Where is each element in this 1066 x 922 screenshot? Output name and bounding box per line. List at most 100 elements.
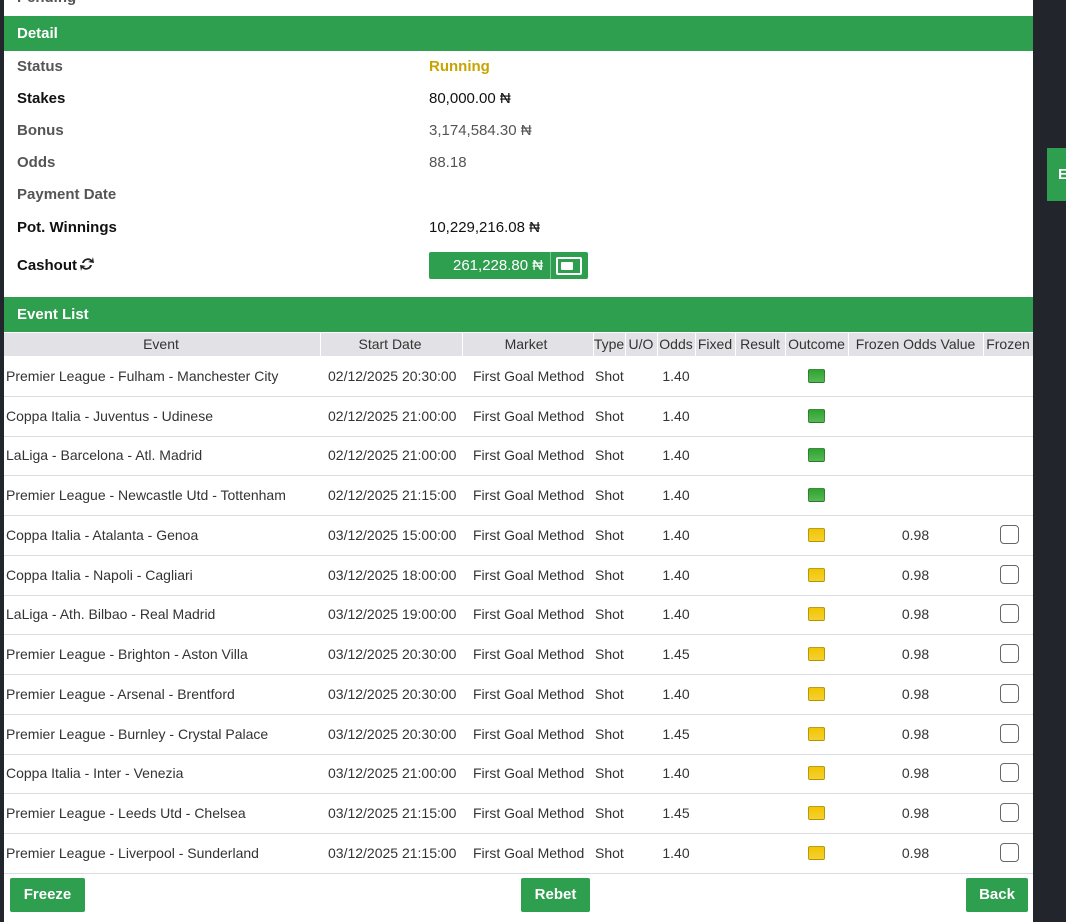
column-divider bbox=[657, 333, 658, 356]
outcome-icon bbox=[808, 845, 825, 860]
frozen-checkbox[interactable] bbox=[1000, 683, 1019, 703]
action-button[interactable]: Back bbox=[966, 878, 1028, 912]
column-divider bbox=[593, 333, 594, 356]
row-separator bbox=[4, 793, 1033, 795]
action-button[interactable]: Freeze bbox=[10, 878, 85, 912]
top-status: Pending bbox=[17, 0, 76, 6]
detail-value: Running bbox=[429, 58, 490, 75]
type: Shot bbox=[595, 725, 624, 742]
market: First Goal Method bbox=[473, 725, 585, 742]
outcome-icon bbox=[808, 488, 825, 503]
start-date: 02/12/2025 20:30:00 bbox=[328, 367, 457, 384]
detail-header: Detail bbox=[4, 16, 1033, 51]
odds: 1.40 bbox=[662, 367, 690, 384]
column-header: Type bbox=[593, 336, 625, 352]
detail-value: 3,174,584.30 ₦ bbox=[429, 122, 532, 139]
start-date: 03/12/2025 20:30:00 bbox=[328, 725, 457, 742]
cashout-money-icon bbox=[556, 257, 582, 275]
odds: 1.40 bbox=[662, 844, 690, 861]
row-separator bbox=[4, 594, 1033, 596]
market: First Goal Method bbox=[473, 407, 585, 424]
frozen-odds-value: 0.98 bbox=[901, 566, 930, 583]
outcome-icon bbox=[808, 408, 825, 423]
type: Shot bbox=[595, 765, 624, 782]
frozen-checkbox[interactable] bbox=[1000, 524, 1019, 544]
type: Shot bbox=[595, 606, 624, 623]
outcome-icon bbox=[808, 527, 825, 542]
outcome-icon bbox=[808, 806, 825, 821]
column-divider bbox=[462, 333, 463, 356]
frozen-checkbox[interactable] bbox=[1000, 564, 1019, 584]
column-divider bbox=[983, 333, 984, 356]
frozen-checkbox[interactable] bbox=[1000, 604, 1019, 624]
start-date: 03/12/2025 18:00:00 bbox=[328, 566, 457, 583]
detail-value: 88.18 bbox=[429, 154, 467, 171]
cashout-button[interactable]: 261,228.80 ₦ bbox=[429, 252, 588, 279]
cashout-money-inner bbox=[561, 262, 573, 270]
event-name: Premier League - Leeds Utd - Chelsea bbox=[6, 805, 246, 822]
type: Shot bbox=[595, 646, 624, 663]
start-date: 03/12/2025 20:30:00 bbox=[328, 646, 457, 663]
column-header: Market bbox=[504, 336, 548, 352]
event-name: Coppa Italia - Napoli - Cagliari bbox=[6, 566, 193, 583]
frozen-checkbox[interactable] bbox=[1000, 723, 1019, 743]
start-date: 03/12/2025 15:00:00 bbox=[328, 526, 457, 543]
event-name: Premier League - Burnley - Crystal Palac… bbox=[6, 725, 269, 742]
row-separator bbox=[4, 395, 1033, 397]
market: First Goal Method bbox=[473, 566, 585, 583]
event-name: LaLiga - Barcelona - Atl. Madrid bbox=[6, 447, 203, 464]
type: Shot bbox=[595, 805, 624, 822]
frozen-checkbox[interactable] bbox=[1000, 842, 1019, 862]
start-date: 02/12/2025 21:00:00 bbox=[328, 407, 457, 424]
event-name: Coppa Italia - Juventus - Udinese bbox=[6, 407, 213, 424]
type: Shot bbox=[595, 566, 624, 583]
cashout-icon bbox=[80, 257, 94, 271]
row-separator bbox=[4, 674, 1033, 675]
start-date: 03/12/2025 20:30:00 bbox=[328, 685, 457, 702]
frozen-odds-value: 0.98 bbox=[901, 765, 930, 782]
frozen-odds-value: 0.98 bbox=[901, 646, 930, 663]
event-name: LaLiga - Ath. Bilbao - Real Madrid bbox=[6, 606, 216, 623]
detail-value: 10,229,216.08 ₦ bbox=[429, 219, 540, 236]
frozen-odds-value: 0.98 bbox=[901, 805, 930, 822]
column-divider bbox=[695, 333, 696, 356]
column-divider bbox=[785, 333, 786, 356]
frozen-odds-value: 0.98 bbox=[901, 725, 930, 742]
row-separator bbox=[4, 634, 1033, 636]
column-header: Start Date bbox=[358, 336, 422, 352]
row-separator bbox=[4, 515, 1033, 516]
event-name: Premier League - Arsenal - Brentford bbox=[6, 685, 235, 702]
odds: 1.40 bbox=[662, 765, 690, 782]
detail-label: Stakes bbox=[17, 90, 66, 107]
row-separator bbox=[4, 435, 1033, 437]
row-separator bbox=[4, 753, 1033, 755]
start-date: 03/12/2025 21:15:00 bbox=[328, 844, 457, 861]
detail-label: Odds bbox=[17, 154, 56, 171]
column-divider bbox=[735, 333, 736, 356]
column-header: Outcome bbox=[788, 336, 845, 352]
action-button[interactable]: Rebet bbox=[521, 878, 590, 912]
type: Shot bbox=[595, 447, 624, 464]
type: Shot bbox=[595, 685, 624, 702]
odds: 1.45 bbox=[662, 646, 690, 663]
outcome-icon bbox=[808, 726, 825, 741]
detail-label: Pot. Winnings bbox=[17, 219, 117, 236]
column-header: Frozen bbox=[986, 336, 1030, 352]
frozen-checkbox[interactable] bbox=[1000, 644, 1019, 664]
side-tab[interactable]: E bbox=[1047, 148, 1066, 201]
type: Shot bbox=[595, 367, 624, 384]
row-separator bbox=[4, 872, 1033, 874]
frozen-odds-value: 0.98 bbox=[901, 606, 930, 623]
market: First Goal Method bbox=[473, 606, 585, 623]
outcome-icon bbox=[808, 567, 825, 582]
cashout-divider bbox=[550, 252, 551, 279]
frozen-checkbox[interactable] bbox=[1000, 803, 1019, 823]
market: First Goal Method bbox=[473, 765, 585, 782]
type: Shot bbox=[595, 487, 624, 504]
odds: 1.40 bbox=[662, 685, 690, 702]
frozen-checkbox[interactable] bbox=[1000, 763, 1019, 783]
column-header: Event bbox=[143, 336, 179, 352]
column-header: Frozen Odds Value bbox=[855, 336, 976, 352]
event-name: Premier League - Liverpool - Sunderland bbox=[6, 844, 259, 861]
market: First Goal Method bbox=[473, 487, 585, 504]
